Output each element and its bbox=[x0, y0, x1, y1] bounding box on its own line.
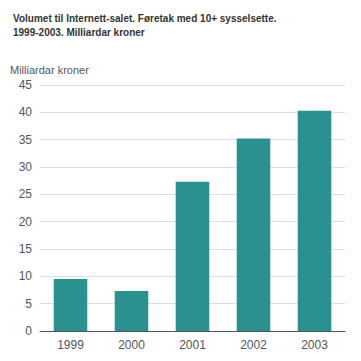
svg-text:1999: 1999 bbox=[57, 338, 84, 352]
svg-text:45: 45 bbox=[19, 78, 33, 92]
svg-text:25: 25 bbox=[19, 187, 33, 201]
svg-text:0: 0 bbox=[25, 324, 32, 338]
svg-text:15: 15 bbox=[19, 242, 33, 256]
svg-text:30: 30 bbox=[19, 160, 33, 174]
svg-text:2003: 2003 bbox=[301, 338, 328, 352]
svg-text:2001: 2001 bbox=[179, 338, 206, 352]
svg-text:5: 5 bbox=[25, 297, 32, 311]
svg-text:40: 40 bbox=[19, 105, 33, 119]
svg-text:20: 20 bbox=[19, 215, 33, 229]
svg-text:2002: 2002 bbox=[240, 338, 267, 352]
svg-text:Volumet til Internett-salet. F: Volumet til Internett-salet. Føretak med… bbox=[13, 13, 277, 24]
svg-text:35: 35 bbox=[19, 133, 33, 147]
svg-text:10: 10 bbox=[19, 269, 33, 283]
svg-text:1999-2003. Milliardar kroner: 1999-2003. Milliardar kroner bbox=[13, 27, 145, 38]
svg-text:2000: 2000 bbox=[118, 338, 145, 352]
svg-text:Milliardar kroner: Milliardar kroner bbox=[10, 64, 89, 76]
